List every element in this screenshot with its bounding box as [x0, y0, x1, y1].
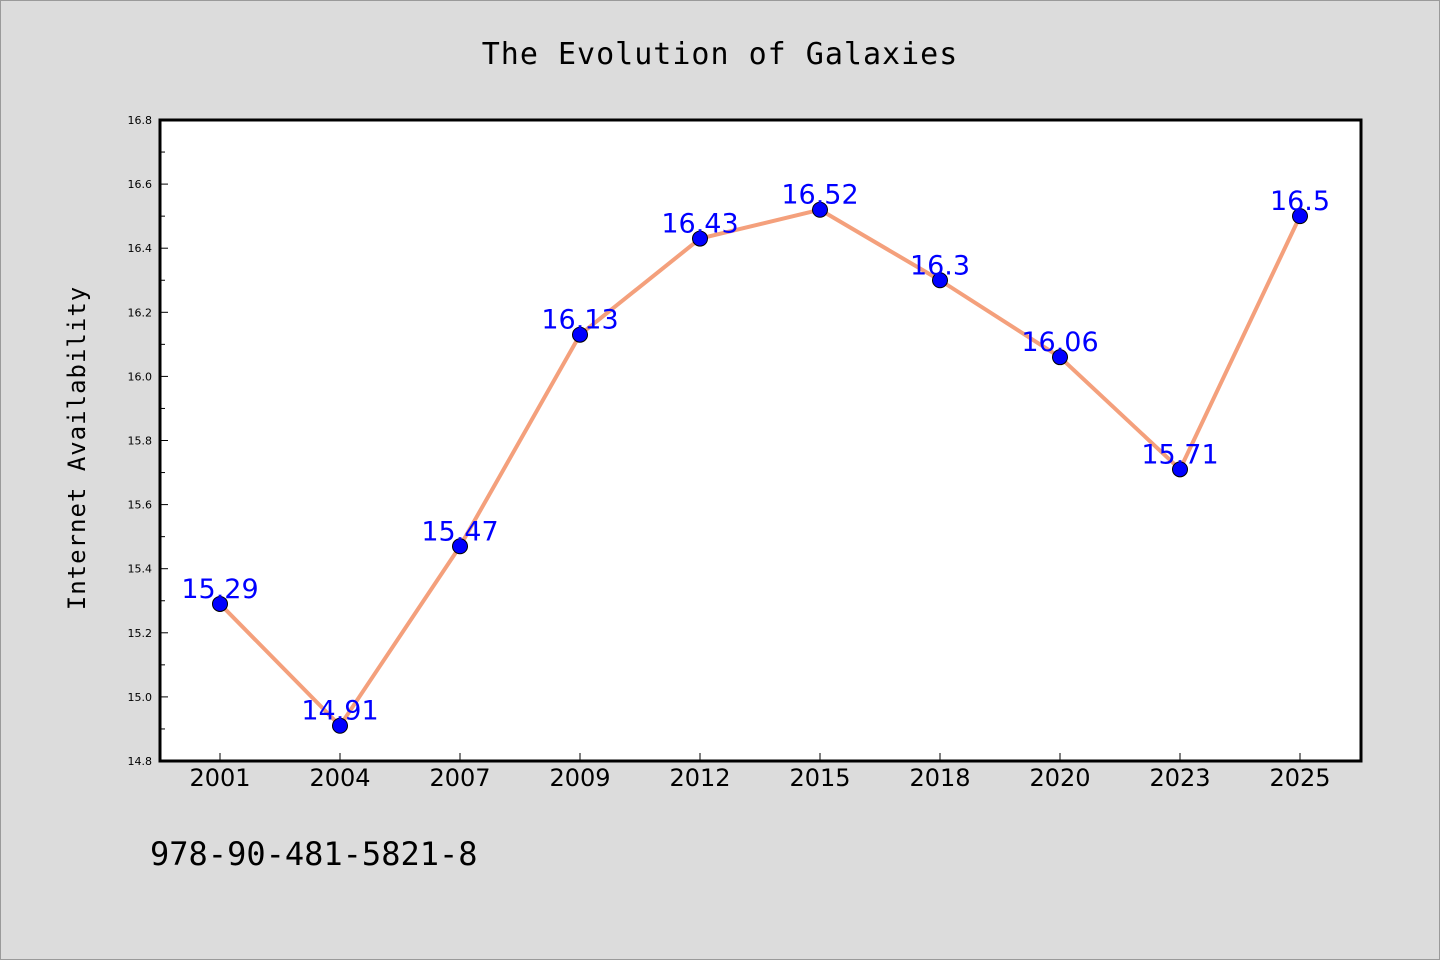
y-tick-label: 15.6	[128, 499, 153, 512]
data-label: 15.29	[181, 574, 258, 605]
x-tick-label: 2015	[789, 764, 850, 792]
y-tick-label: 16.4	[128, 242, 153, 255]
data-point	[1052, 349, 1068, 366]
x-axis: 2001 2004 2007 2009 2012 2015 2018 2020 2023 2025	[189, 753, 1331, 792]
data-label: 16.43	[661, 209, 738, 240]
plot-frame	[158, 118, 1363, 763]
data-point	[212, 595, 228, 612]
series-polyline	[218, 207, 1302, 728]
y-tick-label: 16.2	[128, 306, 153, 319]
y-axis: 14.8 15.0 15.2 15.4 15.6 15.8 16.0 16.2 16.4 16.6…	[128, 114, 168, 768]
data-label: 16.06	[1021, 327, 1098, 358]
data-labels: 15.29 14.91 15.47 16.13 16.43 16.52 16.3 16.06 1…	[181, 180, 1330, 727]
data-point	[452, 538, 468, 555]
data-point	[932, 272, 948, 289]
data-point	[692, 230, 708, 247]
data-label: 15.71	[1141, 439, 1218, 470]
data-label: 16.13	[541, 305, 618, 336]
y-tick-label: 16.0	[128, 370, 153, 383]
x-tick-label: 2012	[669, 764, 730, 792]
y-tick-label: 16.8	[128, 114, 153, 127]
y-tick-label: 15.2	[128, 627, 153, 640]
x-tick-label: 2020	[1029, 764, 1090, 792]
data-point	[1172, 461, 1188, 478]
data-label: 14.91	[301, 696, 378, 727]
data-point	[572, 326, 588, 343]
x-tick-label: 2009	[549, 764, 610, 792]
data-point	[812, 201, 828, 218]
plot-area	[160, 120, 1361, 761]
chart-title: The Evolution of Galaxies	[482, 37, 959, 72]
x-tick-label: 2004	[309, 764, 370, 792]
series-markers	[212, 201, 1308, 734]
y-tick-label: 16.6	[128, 178, 153, 191]
series-line	[218, 207, 1302, 728]
y-tick-label: 15.4	[128, 563, 153, 576]
y-axis-label: Internet Availability	[63, 286, 91, 610]
data-point	[1292, 208, 1308, 225]
x-tick-label: 2001	[189, 764, 250, 792]
data-point	[332, 717, 348, 734]
y-tick-label: 14.8	[128, 755, 153, 768]
data-label: 16.5	[1270, 186, 1330, 217]
x-tick-label: 2018	[909, 764, 970, 792]
y-tick-label: 15.0	[128, 691, 153, 704]
x-tick-label: 2025	[1269, 764, 1330, 792]
x-tick-label: 2023	[1149, 764, 1210, 792]
y-tick-label: 15.8	[128, 435, 153, 448]
x-tick-label: 2007	[429, 764, 490, 792]
data-label: 16.3	[910, 250, 970, 281]
data-label: 16.52	[781, 180, 858, 211]
footer-code: 978-90-481-5821-8	[150, 835, 478, 873]
data-label: 15.47	[421, 516, 498, 547]
